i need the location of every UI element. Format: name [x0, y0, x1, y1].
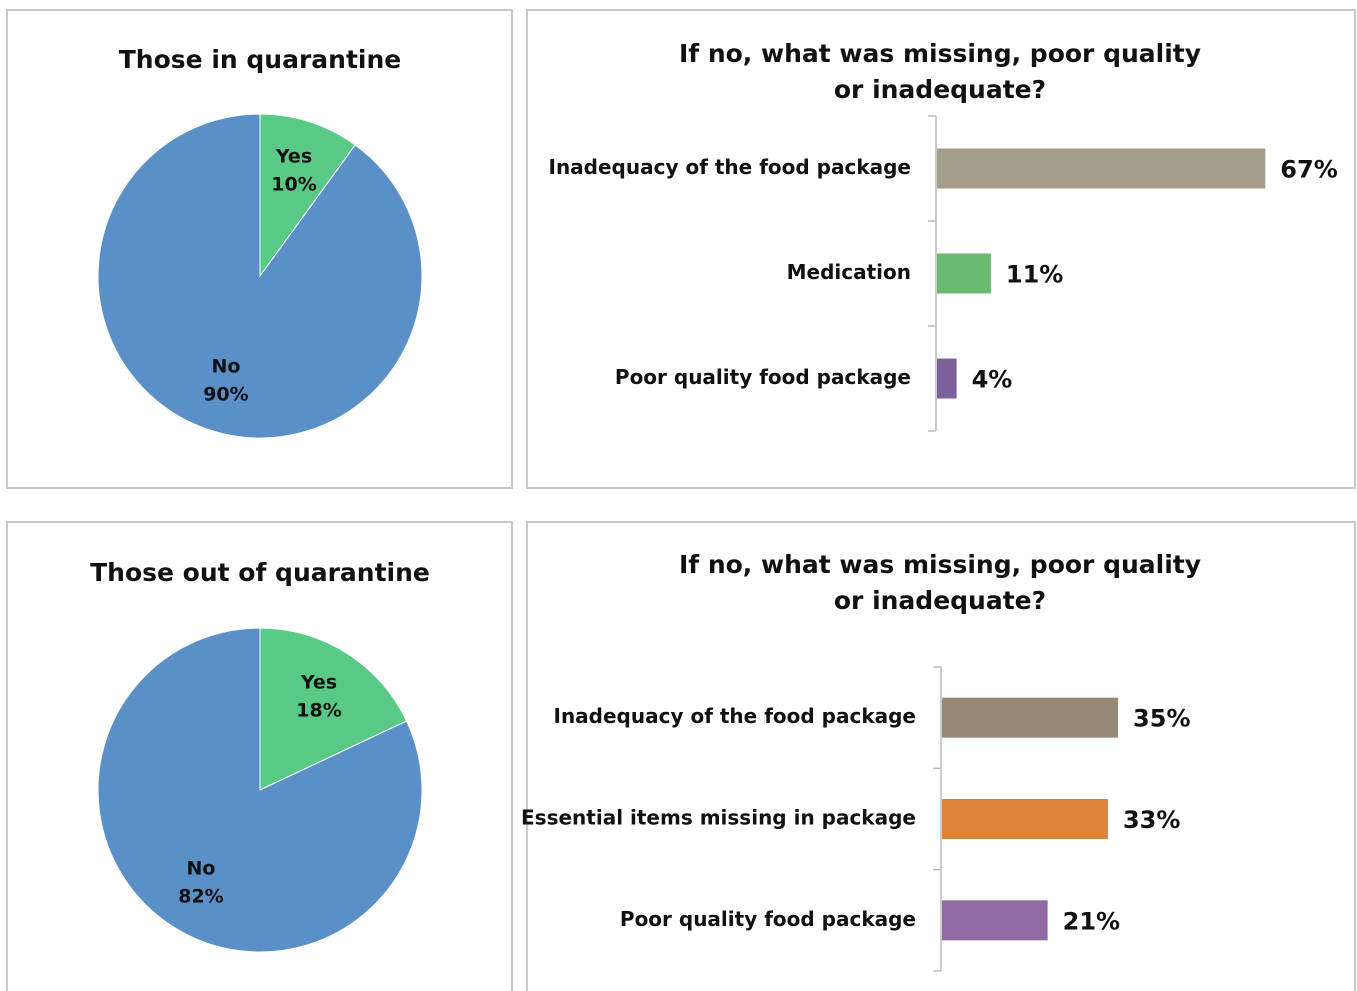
data-label: 82%: [178, 886, 223, 908]
bar: [942, 697, 1119, 738]
data-label: 67%: [1280, 156, 1337, 184]
slice-label: Yes: [275, 146, 312, 168]
pie-slice: [259, 627, 408, 791]
bar: [937, 358, 957, 399]
bar: [942, 900, 1048, 941]
data-label: 11%: [1006, 261, 1063, 289]
slice-label: No: [211, 355, 240, 377]
category-label: Poor quality food package: [620, 907, 916, 931]
category-label: Poor quality food package: [615, 365, 911, 389]
chart-title: Those out of quarantine: [90, 558, 430, 587]
data-label: 21%: [1063, 907, 1120, 935]
chart-title: If no, what was missing, poor quality or…: [678, 550, 1202, 615]
data-label: 10%: [271, 174, 316, 196]
pie-slice: [259, 113, 356, 278]
data-label: 35%: [1133, 705, 1190, 733]
data-label: 18%: [296, 699, 341, 721]
panel: [526, 9, 1356, 489]
bar: [937, 253, 991, 294]
category-label: Essential items missing in package: [521, 806, 916, 830]
bar: [937, 148, 1266, 189]
pie-slice: [97, 113, 423, 439]
chart-title: If no, what was missing, poor quality or…: [678, 39, 1202, 104]
category-label: Medication: [787, 260, 911, 284]
chart-title: Those in quarantine: [118, 45, 402, 74]
category-label: Inadequacy of the food package: [554, 704, 917, 728]
pie-slice: [97, 627, 423, 953]
data-label: 4%: [972, 366, 1013, 394]
data-label: 90%: [203, 383, 248, 405]
category-label: Inadequacy of the food package: [549, 155, 912, 179]
data-label: 33%: [1123, 806, 1180, 834]
bar: [942, 799, 1108, 839]
slice-label: No: [186, 858, 215, 880]
slice-label: Yes: [300, 671, 337, 693]
